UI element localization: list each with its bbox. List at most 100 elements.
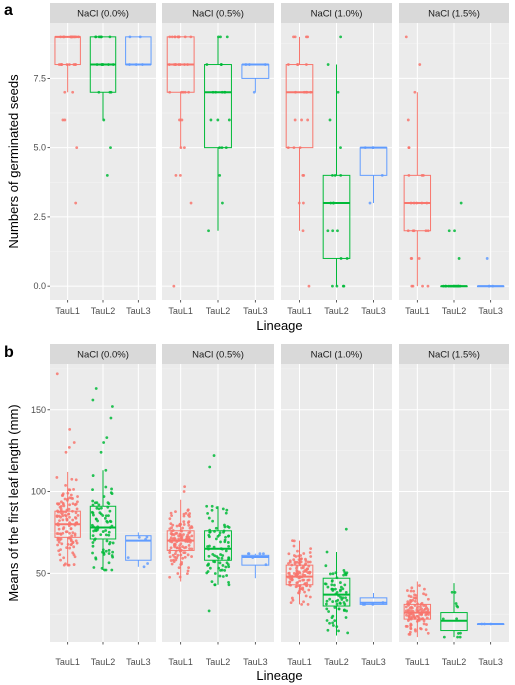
data-point: [335, 602, 339, 606]
data-point: [173, 543, 177, 547]
data-point: [307, 284, 311, 288]
data-point: [328, 621, 331, 625]
data-point: [308, 571, 311, 575]
data-point: [219, 540, 222, 544]
data-point: [205, 63, 209, 66]
data-point: [98, 35, 102, 39]
box-body: [241, 554, 270, 566]
data-point: [325, 599, 329, 603]
data-point: [180, 561, 184, 564]
data-point: [105, 519, 109, 523]
data-point: [252, 90, 256, 94]
data-point: [170, 35, 174, 39]
data-point: [305, 581, 309, 585]
data-point: [168, 551, 172, 554]
data-point: [138, 35, 142, 39]
data-point: [220, 146, 224, 150]
data-point: [336, 90, 340, 94]
x-tick-label: TauL1: [287, 657, 312, 667]
data-point: [91, 544, 95, 548]
data-point: [73, 534, 77, 537]
facet: NaCl (0.0%) TauL1 TauL2 TauL3: [50, 3, 156, 316]
data-point: [308, 595, 312, 599]
data-point: [325, 607, 329, 611]
data-point: [97, 507, 101, 511]
data-point: [97, 503, 101, 507]
data-point: [420, 201, 424, 205]
data-point: [179, 533, 183, 537]
data-point: [74, 539, 78, 543]
data-point: [183, 63, 186, 66]
data-point: [108, 509, 112, 513]
data-point: [55, 502, 59, 506]
data-point: [59, 515, 63, 519]
data-point: [340, 598, 344, 601]
data-point: [207, 516, 211, 520]
data-point: [288, 580, 292, 584]
data-point: [56, 509, 59, 513]
facet-strip-label: NaCl (1.5%): [428, 350, 480, 361]
data-point: [362, 602, 366, 606]
data-point: [108, 540, 112, 544]
data-point: [217, 556, 220, 560]
data-point: [67, 446, 71, 449]
data-point: [107, 514, 110, 518]
data-point: [368, 201, 372, 205]
data-point: [342, 601, 346, 604]
data-point: [309, 547, 313, 551]
data-point: [224, 549, 228, 553]
data-point: [426, 597, 430, 601]
data-point: [326, 229, 330, 233]
facet: NaCl (0.0%) TauL1 TauL2 TauL3: [50, 344, 156, 667]
data-point: [178, 63, 182, 66]
data-point: [227, 583, 231, 587]
x-tick-label: TauL2: [91, 657, 116, 667]
data-point: [95, 63, 99, 66]
x-tick-label: TauL1: [55, 306, 80, 316]
data-point: [73, 516, 77, 519]
data-point: [426, 284, 430, 288]
data-point: [65, 517, 69, 521]
data-point: [304, 594, 308, 598]
data-point: [441, 617, 445, 621]
data-point: [189, 35, 193, 39]
data-point: [331, 572, 335, 576]
data-point: [287, 562, 290, 565]
data-point: [101, 514, 105, 517]
data-point: [449, 284, 453, 288]
data-point: [300, 602, 304, 606]
data-point: [223, 540, 227, 544]
data-point: [306, 602, 310, 606]
facet: NaCl (1.5%) TauL1 TauL2 TauL3: [399, 3, 509, 316]
data-point: [64, 510, 68, 514]
data-point: [300, 118, 303, 122]
data-point: [221, 554, 225, 557]
data-point: [408, 630, 412, 634]
data-point: [68, 503, 72, 507]
data-point: [339, 146, 342, 150]
data-point: [182, 520, 186, 524]
data-point: [306, 560, 310, 564]
data-point: [416, 602, 419, 606]
data-point: [61, 510, 65, 514]
data-point: [168, 517, 172, 521]
data-point: [190, 534, 194, 538]
data-point: [111, 555, 115, 559]
data-point: [102, 118, 106, 122]
data-point: [341, 587, 345, 591]
data-point: [172, 284, 176, 288]
data-point: [223, 90, 227, 94]
data-point: [221, 564, 225, 567]
data-point: [179, 563, 183, 566]
data-point: [104, 468, 108, 472]
data-point: [168, 555, 172, 559]
facet-strip: [162, 344, 274, 364]
data-point: [168, 90, 172, 94]
data-point: [414, 594, 418, 597]
data-point: [91, 551, 94, 555]
data-point: [108, 519, 112, 523]
data-point: [76, 500, 79, 504]
data-point: [101, 550, 104, 554]
data-point: [334, 571, 338, 575]
data-point: [172, 63, 176, 66]
